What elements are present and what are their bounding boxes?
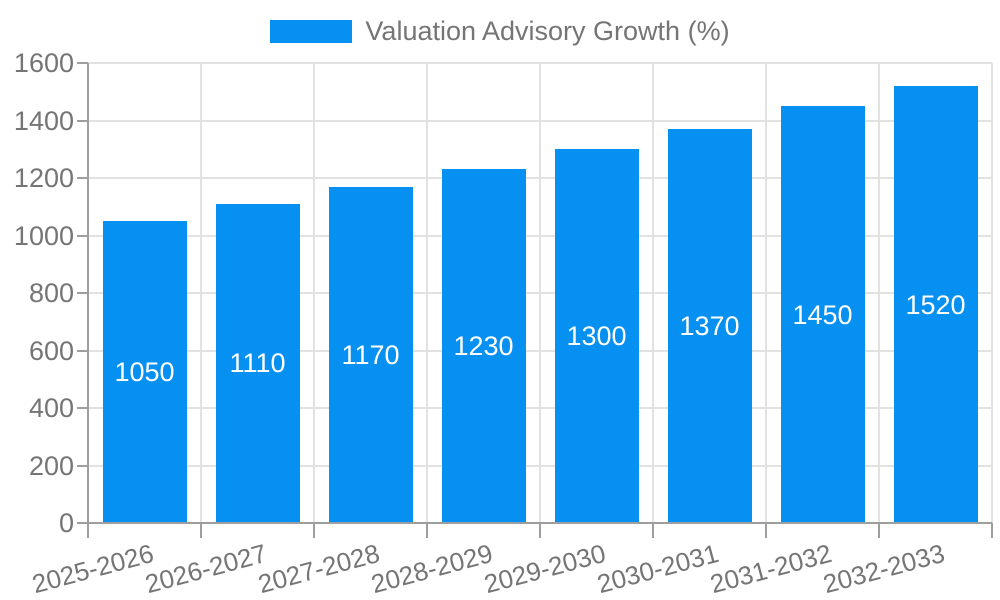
- y-axis-line: [87, 63, 89, 523]
- bar-value-label: 1300: [566, 321, 627, 352]
- x-axis-tick: [539, 523, 541, 538]
- x-axis-line: [88, 522, 992, 524]
- y-axis-tick: [77, 349, 88, 352]
- bar[interactable]: [328, 186, 413, 523]
- y-axis-label: 1200: [13, 163, 74, 193]
- x-axis-tick: [878, 523, 880, 538]
- x-axis-tick: [200, 523, 202, 538]
- bar-value-label: 1170: [341, 339, 400, 370]
- bar-value-label: 1450: [792, 299, 853, 330]
- x-axis-tick: [765, 523, 767, 538]
- y-axis-label: 0: [58, 508, 74, 538]
- x-axis-tick: [87, 523, 89, 538]
- bar[interactable]: [554, 149, 639, 523]
- bar[interactable]: [893, 86, 978, 523]
- y-axis-label: 1400: [13, 105, 74, 136]
- legend-swatch-icon: [270, 19, 353, 43]
- gridline-vertical: [200, 63, 202, 523]
- bar-value-label: 1370: [679, 311, 740, 342]
- bar[interactable]: [780, 106, 865, 523]
- y-axis-label: 1000: [13, 220, 74, 251]
- legend-label: Valuation Advisory Growth (%): [365, 16, 730, 46]
- gridline-vertical: [426, 63, 428, 523]
- x-axis-tick: [652, 523, 654, 538]
- bar[interactable]: [441, 169, 526, 523]
- bar[interactable]: [667, 129, 752, 523]
- y-axis-tick: [77, 177, 88, 179]
- gridline-vertical: [539, 63, 541, 523]
- gridline-vertical: [313, 63, 315, 523]
- legend-item[interactable]: Valuation Advisory Growth (%): [270, 16, 730, 46]
- legend: Valuation Advisory Growth (%): [0, 16, 1000, 46]
- x-axis-tick: [313, 523, 315, 538]
- bar[interactable]: [215, 203, 300, 523]
- gridline-vertical: [652, 63, 654, 523]
- y-axis-tick: [77, 407, 88, 409]
- y-axis-label: 600: [28, 335, 74, 366]
- bar-value-label: 1520: [905, 289, 966, 320]
- gridline-vertical: [765, 63, 767, 523]
- x-axis-tick: [426, 523, 428, 538]
- bar-value-label: 1050: [114, 357, 175, 388]
- y-axis-label: 400: [28, 393, 74, 423]
- y-axis-tick: [77, 464, 88, 467]
- y-axis-tick: [77, 522, 88, 524]
- bar[interactable]: [102, 221, 187, 523]
- y-axis-label: 200: [28, 450, 74, 481]
- bar-value-label: 1230: [453, 331, 514, 362]
- x-axis-tick: [991, 523, 993, 538]
- y-axis-tick: [77, 234, 88, 237]
- gridline-vertical: [878, 63, 880, 523]
- y-axis-label: 1600: [13, 48, 74, 78]
- y-axis-tick: [77, 62, 88, 64]
- bar-value-label: 1110: [229, 348, 286, 379]
- y-axis-tick: [77, 119, 88, 122]
- y-axis-tick: [77, 292, 88, 294]
- gridline-vertical: [991, 63, 993, 523]
- y-axis-label: 800: [28, 278, 74, 308]
